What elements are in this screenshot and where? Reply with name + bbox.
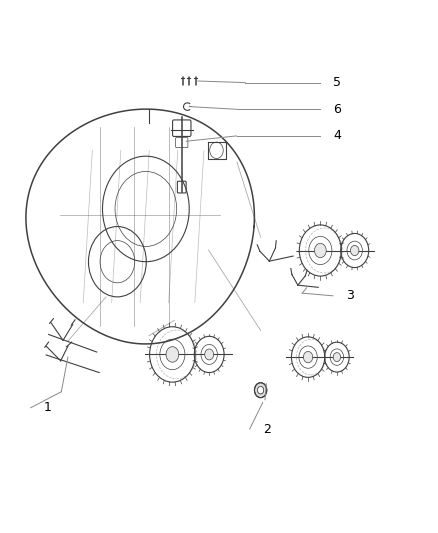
Circle shape — [258, 386, 264, 394]
Text: 2: 2 — [263, 423, 271, 435]
Circle shape — [314, 244, 326, 257]
Text: 5: 5 — [333, 76, 341, 89]
Circle shape — [166, 346, 179, 362]
Circle shape — [205, 349, 214, 360]
Text: 1: 1 — [44, 401, 52, 414]
Circle shape — [304, 351, 313, 363]
Circle shape — [350, 245, 359, 256]
Circle shape — [254, 383, 267, 398]
Text: 4: 4 — [333, 130, 341, 142]
Text: 3: 3 — [346, 289, 354, 302]
Text: 6: 6 — [333, 103, 341, 116]
Circle shape — [333, 353, 341, 361]
